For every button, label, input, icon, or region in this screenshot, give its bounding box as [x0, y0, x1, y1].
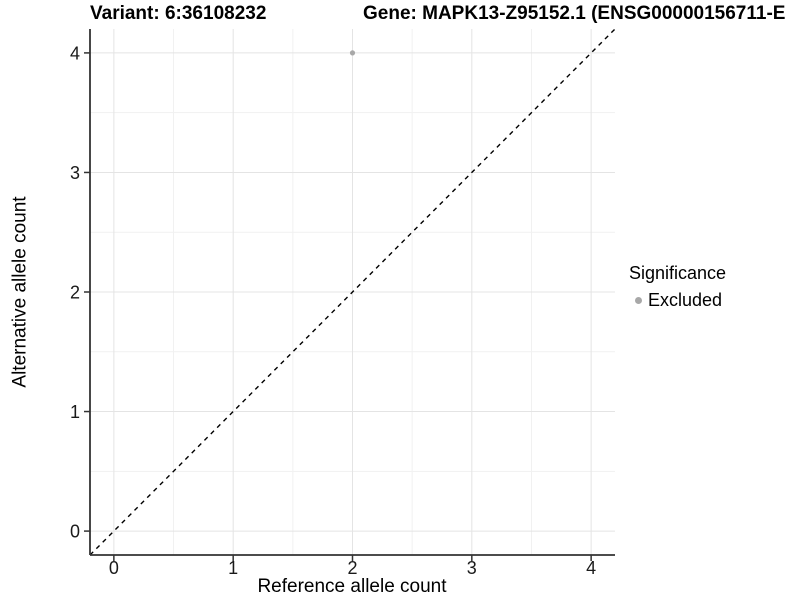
- y-tick-label-3: 3: [70, 163, 80, 183]
- legend-title: Significance: [629, 263, 727, 283]
- y-tick-label-4: 4: [70, 43, 80, 63]
- data-point-excluded: [349, 50, 356, 56]
- x-tick-label-3: 3: [467, 558, 477, 578]
- x-tick-label-0: 0: [109, 558, 119, 578]
- variant-title: Variant: 6:36108232: [90, 3, 267, 24]
- legend-item-label: Excluded: [648, 290, 723, 310]
- identity-reference-line: [89, 28, 616, 556]
- x-axis-title: Reference allele count: [257, 576, 447, 597]
- y-tick-label-0: 0: [70, 522, 80, 542]
- y-tick-label-2: 2: [70, 283, 80, 303]
- legend: Significance Excluded: [629, 264, 726, 309]
- y-tick-label-1: 1: [70, 402, 80, 422]
- x-tick-label-4: 4: [586, 558, 596, 578]
- legend-point-icon: [635, 296, 642, 304]
- gene-title: Gene: MAPK13-Z95152.1 (ENSG00000156711-E: [363, 3, 786, 24]
- legend-item-excluded: Excluded: [629, 291, 726, 309]
- x-tick-label-2: 2: [347, 558, 357, 578]
- x-tick-label-1: 1: [228, 558, 238, 578]
- y-axis-title: Alternative allele count: [9, 196, 31, 388]
